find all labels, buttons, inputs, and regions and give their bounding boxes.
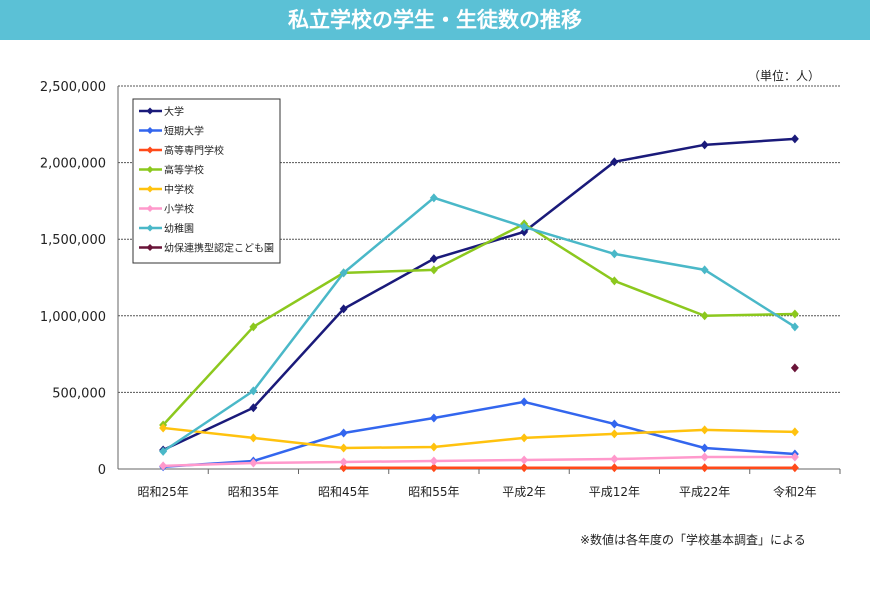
series-line-1 xyxy=(163,400,795,468)
chart-title: 私立学校の学生・生徒数の推移 xyxy=(0,0,870,40)
data-point xyxy=(700,452,709,462)
data-point xyxy=(700,311,709,321)
data-point xyxy=(520,222,529,232)
data-point xyxy=(339,457,348,467)
data-point xyxy=(339,268,348,278)
data-point xyxy=(429,442,438,452)
data-point xyxy=(520,455,529,465)
data-point xyxy=(520,463,529,473)
data-point xyxy=(790,427,799,437)
y-tick-label: 2,500,000 xyxy=(40,80,106,95)
data-point xyxy=(159,423,168,433)
data-point xyxy=(429,463,438,473)
y-tick-label: 0 xyxy=(98,463,106,478)
legend xyxy=(132,98,281,264)
legend-label: 高等学校 xyxy=(164,164,204,177)
legend-marker xyxy=(146,224,154,232)
data-point xyxy=(700,140,709,150)
data-point xyxy=(610,419,619,429)
y-tick-label: 2,000,000 xyxy=(40,157,106,172)
y-tick-label: 500,000 xyxy=(52,386,106,401)
data-point xyxy=(520,397,529,407)
x-tick-label: 昭和55年 xyxy=(408,485,459,499)
unit-note: （単位：人） xyxy=(747,69,820,83)
data-point xyxy=(610,463,619,473)
data-point xyxy=(429,456,438,466)
data-point xyxy=(429,254,438,264)
legend-marker xyxy=(146,244,154,251)
legend-marker xyxy=(146,127,154,134)
x-tick-label: 平成22年 xyxy=(679,485,730,499)
data-point xyxy=(159,461,168,471)
data-point xyxy=(610,157,619,167)
legend-label: 幼保連携型認定こども園 xyxy=(164,242,274,255)
data-point xyxy=(249,458,258,468)
data-point xyxy=(339,428,348,438)
x-tick-label: 平成2年 xyxy=(502,485,546,499)
data-point xyxy=(249,322,258,332)
legend-label: 高等専門学校 xyxy=(164,144,224,157)
data-point xyxy=(610,429,619,439)
source-note: ※数値は各年度の「学校基本調査」による xyxy=(580,533,806,547)
data-point xyxy=(700,425,709,435)
legend-label: 大学 xyxy=(164,105,184,118)
data-point xyxy=(339,463,348,473)
data-point xyxy=(790,363,799,373)
series-line-6 xyxy=(162,196,796,453)
data-point xyxy=(610,276,619,286)
data-point xyxy=(429,413,438,423)
legend-marker xyxy=(146,205,154,212)
legend-label: 中学校 xyxy=(164,183,194,196)
data-point xyxy=(339,443,348,453)
x-tick-label: 昭和45年 xyxy=(318,485,369,499)
series-line-3 xyxy=(162,222,795,426)
y-tick-label: 1,500,000 xyxy=(40,233,106,248)
data-point xyxy=(429,265,438,275)
data-point xyxy=(610,454,619,464)
x-tick-label: 平成12年 xyxy=(589,485,640,499)
data-point xyxy=(790,309,799,319)
legend-marker xyxy=(146,107,154,115)
data-point xyxy=(249,433,258,443)
y-tick-label: 1,000,000 xyxy=(40,310,106,325)
data-point xyxy=(249,386,258,396)
data-point xyxy=(790,134,799,144)
data-point xyxy=(700,463,709,473)
legend-marker xyxy=(146,146,154,154)
legend-marker xyxy=(146,166,154,173)
data-point xyxy=(339,304,348,314)
legend-marker xyxy=(146,185,154,193)
legend-label: 短期大学 xyxy=(164,125,204,138)
series-line-0 xyxy=(162,137,795,452)
series-line-5 xyxy=(163,455,795,468)
data-point xyxy=(159,446,168,456)
data-point xyxy=(610,249,619,259)
legend-label: 小学校 xyxy=(164,203,194,216)
data-point xyxy=(520,227,529,237)
data-point xyxy=(790,463,799,473)
data-point xyxy=(790,322,799,332)
data-point xyxy=(249,403,258,413)
legend-label: 幼稚園 xyxy=(164,222,194,235)
data-point xyxy=(700,443,709,453)
data-point xyxy=(790,452,799,462)
x-tick-label: 昭和35年 xyxy=(228,485,279,499)
data-point xyxy=(700,265,709,275)
data-point xyxy=(429,193,438,203)
x-tick-label: 昭和25年 xyxy=(137,485,188,499)
series-line-4 xyxy=(162,426,795,450)
data-point xyxy=(520,433,529,443)
x-tick-label: 令和2年 xyxy=(773,484,817,499)
